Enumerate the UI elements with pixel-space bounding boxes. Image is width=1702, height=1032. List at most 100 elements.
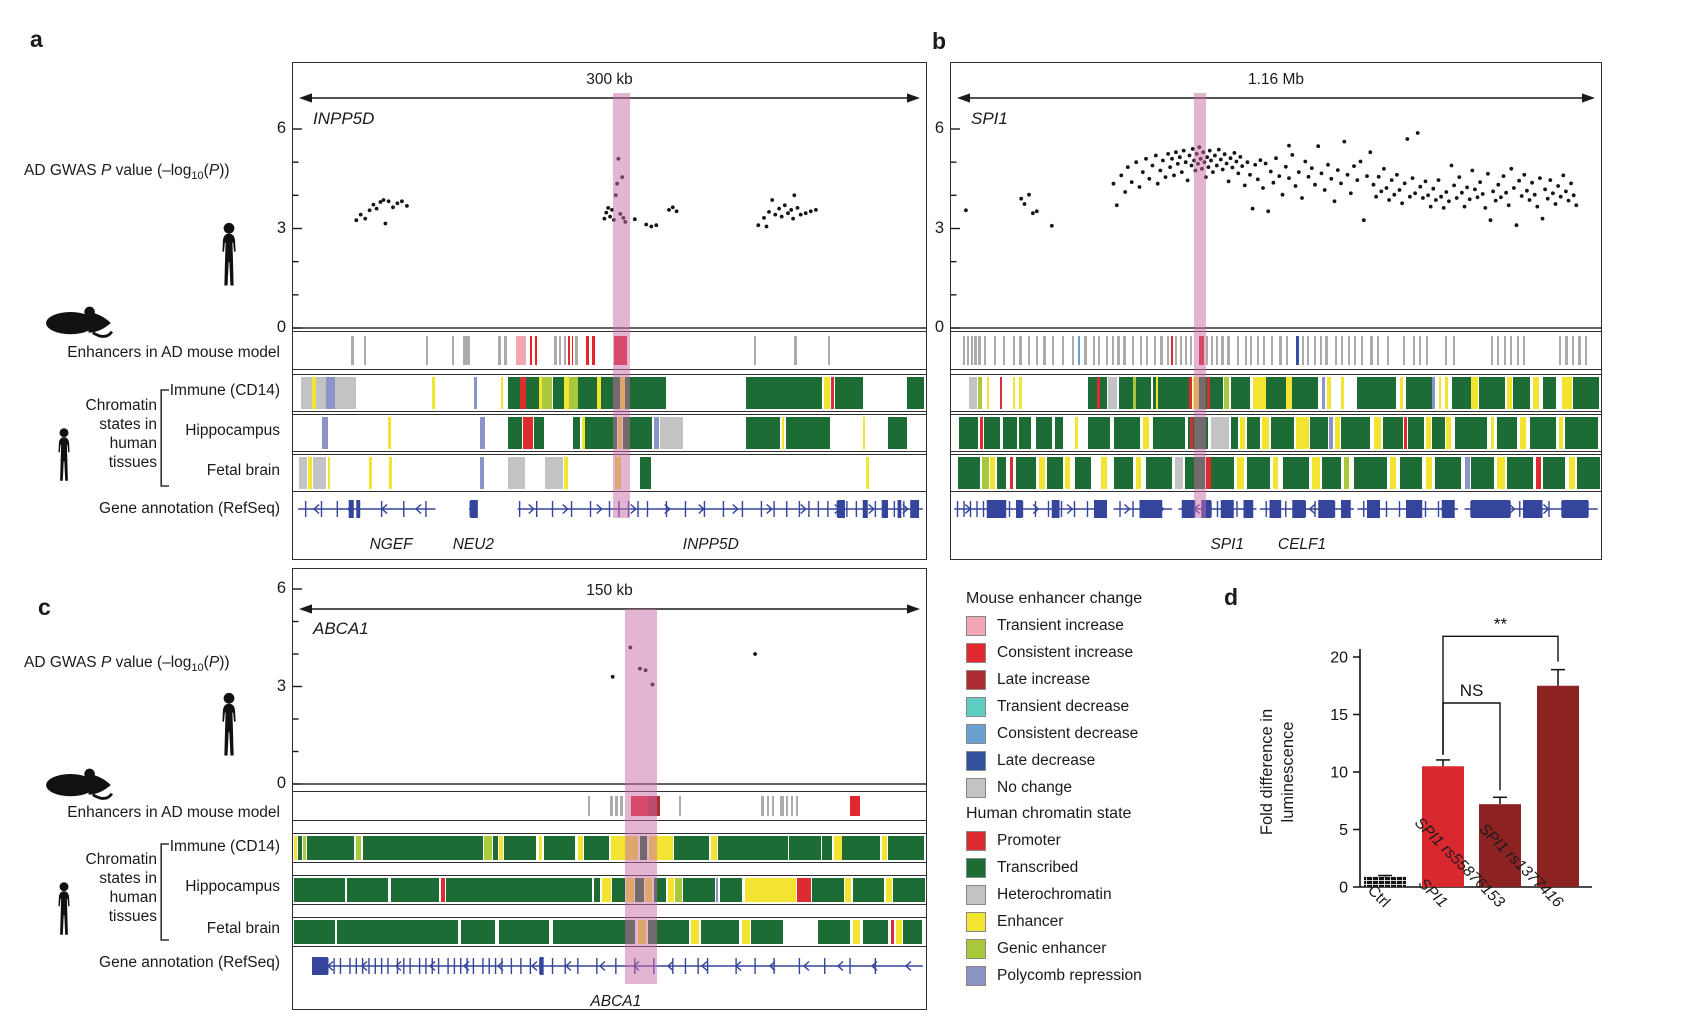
segment [543,836,576,860]
segment [781,417,785,449]
segment [1224,377,1230,409]
segment [715,878,719,902]
segment [1250,336,1253,365]
gwas-scatter-b [951,128,1601,329]
legend-item-label: Late increase [997,670,1091,688]
legend-item-label: Genic enhancer [997,939,1107,957]
segment [1558,417,1563,449]
segment [1497,336,1500,365]
legend-item-label: Polycomb repression [997,966,1142,984]
panel-a-letter: a [30,26,43,52]
segment [1027,336,1030,365]
segment [1503,336,1506,365]
segment [1386,336,1389,365]
legend-item-label: Consistent decrease [997,724,1139,742]
segment [1510,336,1513,365]
segment [1131,336,1134,365]
segment [499,836,504,860]
segment [1438,377,1442,409]
segment [970,336,973,365]
segment [484,836,492,860]
segment [1445,336,1448,365]
segment [957,457,981,489]
segment [1451,377,1471,409]
segment [766,796,769,816]
scale-label-c: 150 kb [586,582,633,599]
row-label-enhancers-a: Enhancers in AD mouse model [67,344,280,361]
segment [1295,336,1299,365]
segment [601,878,611,902]
segment [845,878,852,902]
gene-annotation-track-c [311,957,923,975]
segment [1261,417,1270,449]
segment [1497,417,1517,449]
segment [1529,417,1556,449]
segment [1370,336,1373,365]
segment [294,920,336,944]
segment [1383,417,1403,449]
legend-item-enhancer: Enhancer [966,908,1226,935]
segment [1334,417,1340,449]
legend-swatch [966,911,986,932]
segment [1542,457,1566,489]
row-label-immune-a: Immune (CD14) [169,382,280,399]
segment [682,878,715,902]
segment [1230,377,1250,409]
segment [542,377,553,409]
segment [1425,417,1431,449]
segment [1084,336,1087,365]
gene-label-CELF1: CELF1 [1277,536,1327,553]
segment [1471,377,1478,409]
segment [1341,336,1344,365]
legend-item-transient-decrease: Transient decrease [966,693,1226,720]
segment [508,417,523,449]
segment [1097,336,1101,365]
gene-annotation-track-a [298,500,923,518]
segment [593,878,600,902]
gwas-scatter-c [293,588,926,785]
segment [881,836,887,860]
segment [1404,417,1407,449]
segment [1019,417,1031,449]
segment [842,836,881,860]
segment [389,457,392,489]
segment [1256,336,1259,365]
segment [1205,336,1209,365]
segment [1092,336,1095,365]
legend-item-label: No change [997,778,1072,796]
segment [1175,457,1183,489]
segment [369,457,372,489]
highlight-band-c [625,609,657,984]
track-fetal_brain-a [293,454,926,492]
legend-swatch [966,938,986,959]
segment [850,796,861,816]
segment [969,377,977,409]
legend-swatch [966,696,986,717]
y-tick-a-3: 3 [276,218,286,237]
segment [1216,336,1219,365]
segment [1074,457,1091,489]
segment [1497,457,1505,489]
segment [1360,336,1363,365]
segment [1419,336,1422,365]
legend-item-heterochromatin: Heterochromatin [966,881,1226,908]
gene-annotation-track-b [954,500,1598,518]
segment [572,417,581,449]
segment [1146,457,1172,489]
track-enhancer-a [293,331,926,370]
gene-label-NGEF: NGEF [369,536,413,553]
gwas-scatter-a [293,128,926,329]
segment [979,417,983,449]
segment [508,457,525,489]
track-enhancer-c [293,791,926,821]
segment [1542,377,1556,409]
segment [553,336,557,365]
panel-c-plot: 150 kb ABCA1 0 3 6 ABCA1 [277,568,927,1010]
segment [753,336,757,365]
segment [1373,417,1382,449]
legend-item-promoter: Promoter [966,827,1226,854]
legend-item-late-increase: Late increase [966,666,1226,693]
legend-swatch [966,777,986,798]
highlight-band-a [612,93,631,518]
segment [525,377,539,409]
